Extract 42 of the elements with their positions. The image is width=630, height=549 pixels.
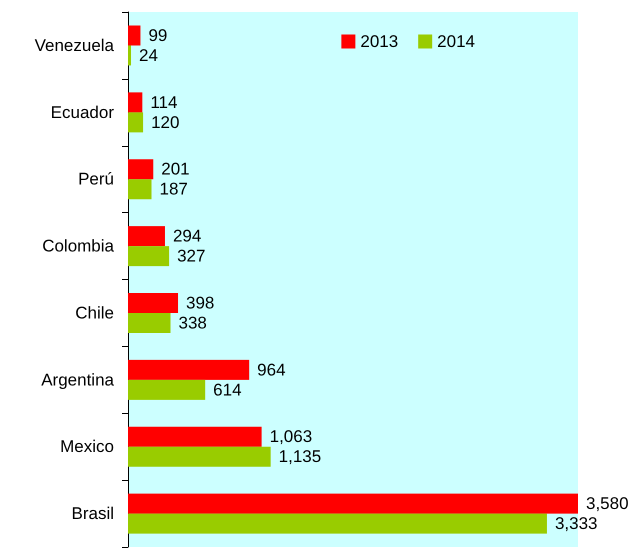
- bar: [128, 446, 271, 467]
- bar: [128, 226, 165, 246]
- data-label: 3,333: [554, 514, 598, 534]
- bar: [128, 25, 140, 46]
- bar: [128, 360, 250, 380]
- bar: [128, 112, 144, 132]
- data-label: 294: [172, 226, 202, 246]
- bar: [128, 179, 152, 200]
- bar: [128, 426, 262, 447]
- data-label: 187: [160, 180, 188, 199]
- bar: [128, 312, 170, 333]
- data-label: 114: [150, 92, 178, 112]
- data-label: 120: [151, 112, 180, 132]
- bar: [128, 494, 578, 514]
- y-tick-label: Perú: [78, 170, 114, 189]
- data-label: 3,580: [586, 494, 629, 514]
- y-tick-label: Brasil: [71, 504, 114, 524]
- data-label: 964: [257, 360, 286, 380]
- y-tick-label: Colombia: [42, 236, 115, 256]
- bar: [128, 159, 154, 180]
- data-label: 1,135: [278, 447, 322, 466]
- data-label: 201: [161, 160, 190, 179]
- data-label: 327: [177, 246, 206, 266]
- y-tick-label: Mexico: [60, 437, 114, 456]
- y-tick-label: Venezuela: [34, 36, 115, 55]
- y-tick-label: Chile: [75, 303, 114, 322]
- data-label: 338: [178, 313, 207, 332]
- bar: [128, 514, 547, 534]
- data-label: 24: [139, 46, 158, 65]
- data-label: 614: [213, 380, 242, 400]
- data-label: 1,063: [270, 427, 312, 446]
- legend-label: 2013: [360, 32, 398, 51]
- data-label: 398: [186, 293, 214, 312]
- bar: [128, 292, 178, 313]
- data-label: 99: [148, 26, 168, 45]
- bar: [128, 380, 206, 400]
- y-tick-label: Argentina: [41, 370, 115, 390]
- y-tick-label: Ecuador: [50, 102, 114, 122]
- bar: [128, 246, 170, 266]
- bar: [128, 92, 142, 112]
- bar: [128, 45, 132, 66]
- legend-label: 2014: [437, 32, 476, 51]
